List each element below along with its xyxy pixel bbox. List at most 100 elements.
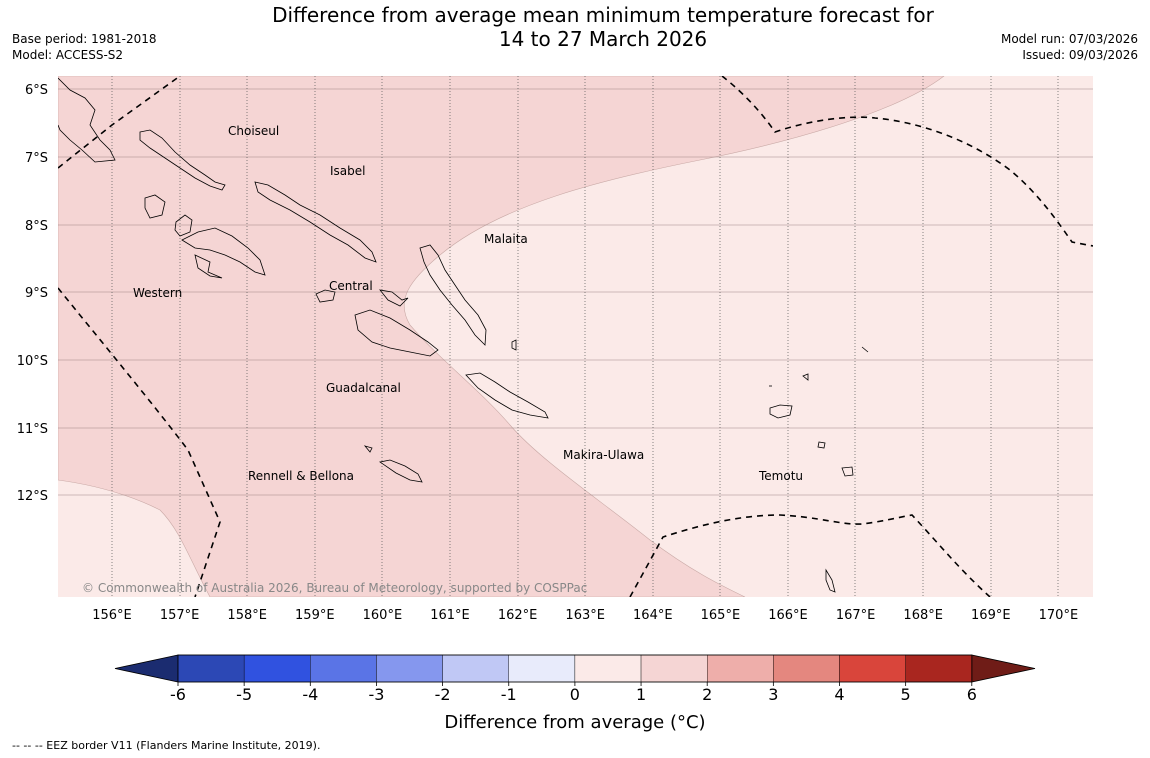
lon-label-13: 169°E — [971, 608, 1011, 623]
label-isabel: Isabel — [330, 164, 365, 178]
lat-label-2: 8°S — [25, 219, 48, 234]
lon-label-2: 158°E — [227, 608, 267, 623]
colorbar-swatch-7 — [640, 654, 708, 683]
lon-label-7: 163°E — [565, 608, 605, 623]
lat-label-1: 7°S — [25, 151, 48, 166]
island-torres — [825, 568, 836, 593]
region-labels: Choiseul Isabel Malaita Western Central … — [133, 124, 803, 483]
lon-label-5: 161°E — [430, 608, 470, 623]
island-makira — [465, 372, 549, 419]
colorbar-extend-low — [114, 654, 179, 683]
lon-label-4: 160°E — [363, 608, 403, 623]
island-rendova — [194, 254, 223, 279]
base-period-text: Base period: 1981-2018 — [12, 32, 157, 46]
island-reef-group — [861, 346, 869, 353]
colorbar-swatch-1 — [243, 654, 311, 683]
colorbar-tick-label-1: -5 — [236, 685, 252, 704]
colorbar-tick-label-3: -3 — [368, 685, 384, 704]
graticule — [58, 88, 1093, 496]
island-santa-isabel — [254, 181, 377, 263]
colorbar-swatch-5 — [508, 654, 576, 683]
island-ulawa — [511, 339, 517, 351]
island-rennell — [378, 459, 423, 483]
label-western: Western — [133, 286, 182, 300]
island-malaita — [419, 244, 487, 346]
lat-label-6: 12°S — [17, 489, 48, 504]
label-choiseul: Choiseul — [228, 124, 279, 138]
map-title: Difference from average mean minimum tem… — [0, 3, 1150, 51]
island-russell — [315, 289, 336, 303]
colorbar-tick-label-7: 1 — [636, 685, 646, 704]
island-bougainville — [58, 77, 116, 163]
anomaly-region-1-2 — [58, 76, 945, 597]
longitude-labels: 156°E 157°E 158°E 159°E 160°E 161°E 162°E 163°E… — [92, 608, 1078, 623]
colorbar-tick-label-2: -4 — [302, 685, 318, 704]
map-area: Choiseul Isabel Malaita Western Central … — [58, 76, 1093, 597]
lat-label-4: 10°S — [17, 354, 48, 369]
lon-label-3: 159°E — [295, 608, 335, 623]
lon-label-11: 167°E — [836, 608, 876, 623]
label-central: Central — [329, 279, 373, 293]
title-line-2: 14 to 27 March 2026 — [498, 27, 708, 51]
island-vella-lavella — [144, 194, 166, 219]
lon-label-6: 162°E — [498, 608, 538, 623]
island-new-georgia — [181, 227, 266, 276]
colorbar-swatch-0 — [177, 654, 245, 683]
issued-text: Issued: 09/03/2026 — [1022, 48, 1138, 62]
colorbar-swatch-6 — [574, 654, 642, 683]
lat-label-5: 11°S — [17, 422, 48, 437]
colorbar-swatch-2 — [310, 654, 377, 683]
lon-label-12: 168°E — [903, 608, 943, 623]
island-nendo — [769, 404, 793, 419]
colorbar-swatch-9 — [773, 654, 840, 683]
colorbar-tick-label-6: 0 — [570, 685, 580, 704]
colorbar-swatch-3 — [376, 654, 443, 683]
latitude-labels: 6°S 7°S 8°S 9°S 10°S 11°S 12°S — [17, 83, 48, 504]
island-choiseul — [139, 129, 226, 191]
island-nggela — [379, 289, 409, 307]
eez-segment-south-east — [629, 514, 991, 597]
lon-label-0: 156°E — [92, 608, 132, 623]
model-text: Model: ACCESS-S2 — [12, 48, 124, 62]
lon-label-10: 166°E — [768, 608, 808, 623]
lat-label-0: 6°S — [25, 83, 48, 98]
coastlines — [58, 77, 869, 593]
eez-border — [58, 76, 1093, 597]
colorbar-tick-label-8: 2 — [702, 685, 712, 704]
colorbar: -6 -5 -4 -3 -2 -1 0 1 2 3 4 5 6 — [114, 654, 1036, 704]
eez-segment-north-east — [721, 76, 1093, 247]
island-bellona — [363, 445, 373, 453]
colorbar-tick-label-5: -1 — [501, 685, 517, 704]
copyright-text: © Commonwealth of Australia 2026, Bureau… — [82, 581, 587, 595]
colorbar-tick-label-0: -6 — [170, 685, 186, 704]
colorbar-tick-label-11: 5 — [901, 685, 911, 704]
label-temotu: Temotu — [758, 469, 803, 483]
lon-label-9: 165°E — [701, 608, 741, 623]
colorbar-tick-label-4: -2 — [435, 685, 451, 704]
colorbar-swatch-10 — [839, 654, 906, 683]
label-malaita: Malaita — [484, 232, 528, 246]
colorbar-extend-high — [971, 654, 1036, 683]
lon-label-14: 170°E — [1039, 608, 1079, 623]
lon-label-1: 157°E — [160, 608, 200, 623]
colorbar-title: Difference from average (°C) — [444, 712, 705, 733]
map-figure: Choiseul Isabel Malaita Western Central … — [17, 76, 1093, 733]
label-guadalcanal: Guadalcanal — [326, 381, 401, 395]
meta-left: Base period: 1981-2018 Model: ACCESS-S2 — [12, 31, 157, 63]
colorbar-tick-label-9: 3 — [768, 685, 778, 704]
island-tikopia — [841, 466, 854, 477]
island-kolombangara — [174, 214, 193, 237]
island-vanikoro — [817, 441, 826, 449]
eez-legend-note: -- -- -- EEZ border V11 (Flanders Marine… — [12, 739, 321, 752]
title-line-1: Difference from average mean minimum tem… — [272, 3, 934, 27]
island-guadalcanal — [354, 309, 439, 357]
colorbar-swatch-4 — [442, 654, 509, 683]
island-duff — [802, 373, 809, 381]
colorbar-tick-label-10: 4 — [834, 685, 844, 704]
eez-segment-north-west — [58, 76, 181, 169]
model-run-text: Model run: 07/03/2026 — [1000, 32, 1138, 46]
colorbar-swatch-11 — [905, 654, 973, 683]
meta-right: Model run: 07/03/2026 Issued: 09/03/2026 — [1001, 31, 1138, 63]
lon-label-8: 164°E — [633, 608, 673, 623]
label-rennell-bellona: Rennell & Bellona — [248, 469, 354, 483]
